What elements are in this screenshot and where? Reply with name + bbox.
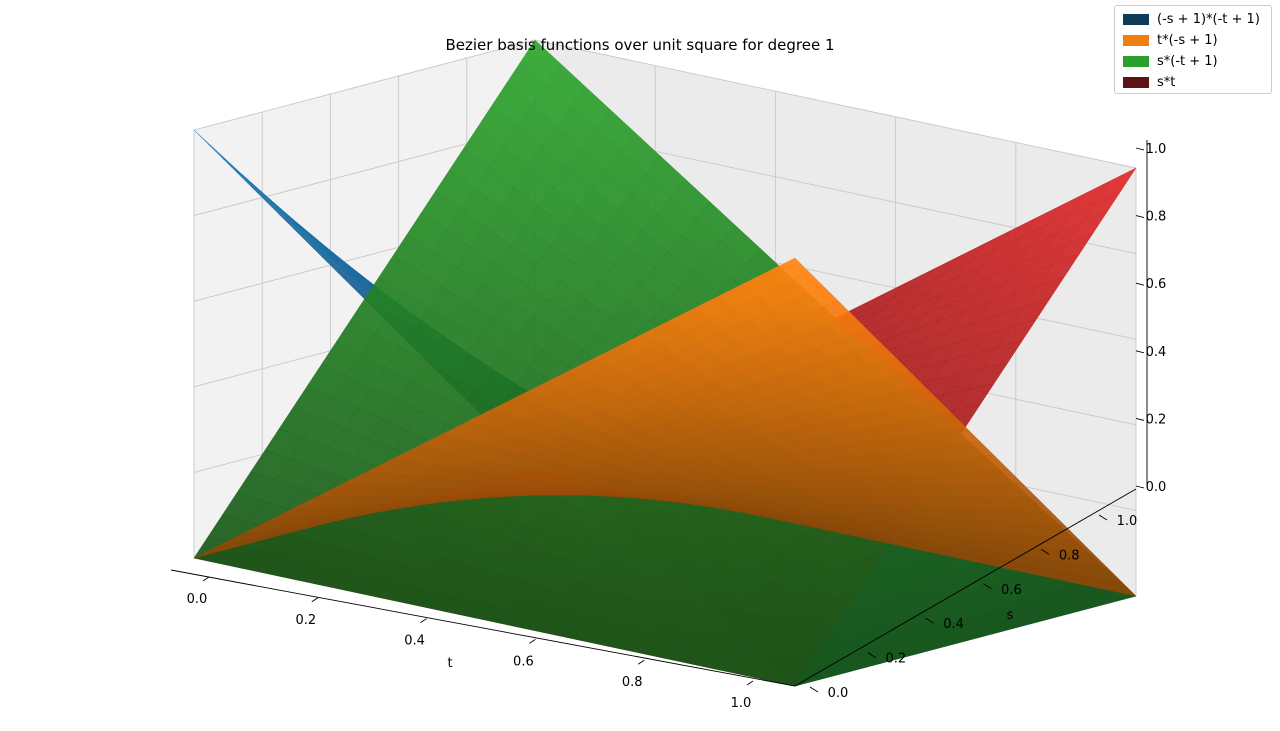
x-axis-label: t xyxy=(447,656,452,671)
y-tick-label: 0.8 xyxy=(1059,548,1080,563)
y-axis-line xyxy=(794,488,1137,687)
surfaces xyxy=(193,39,1137,687)
x-tick-label: 0.2 xyxy=(295,613,316,628)
x-tick-label: 0.4 xyxy=(404,634,425,649)
y-tick-mark xyxy=(925,617,934,624)
x-tick-label: 0.6 xyxy=(513,654,534,669)
axis-lines xyxy=(170,140,1148,687)
y-tick-mark xyxy=(867,652,877,658)
x-axis-line xyxy=(170,569,796,687)
y-tick-mark xyxy=(809,686,819,693)
surface-facet xyxy=(1096,167,1137,202)
z-tick-mark xyxy=(1135,350,1145,354)
z-tick-label: 0.4 xyxy=(1146,345,1167,360)
surface-2 xyxy=(193,257,1137,597)
x-tick-label: 1.0 xyxy=(731,696,752,711)
z-tick-mark xyxy=(1135,485,1145,489)
y-tick-label: 0.0 xyxy=(828,686,849,701)
z-tick-label: 0.2 xyxy=(1146,412,1167,427)
z-tick-label: 0.6 xyxy=(1146,277,1167,292)
tick-labels: 0.0 0.2 0.4 0.6 0.8 1.0 0.0 0.2 0.4 0.6 0.8 1.0 0.0 0… xyxy=(187,142,1167,711)
y-tick-label: 0.2 xyxy=(885,652,906,667)
legend-item-3: s*(-t + 1) xyxy=(1123,52,1218,70)
x-tick-mark xyxy=(529,639,536,644)
y-tick-mark xyxy=(1098,514,1108,521)
y-tick-label: 1.0 xyxy=(1117,514,1138,529)
legend-label-1: (-s + 1)*(-t + 1) xyxy=(1157,11,1260,27)
y-tick-mark xyxy=(1040,549,1050,555)
chart-title: Bezier basis functions over unit square … xyxy=(445,36,834,54)
surface-facet xyxy=(1096,577,1137,597)
y-tick-label: 0.4 xyxy=(943,617,964,632)
legend-item-1: (-s + 1)*(-t + 1) xyxy=(1123,10,1260,28)
x-tick-mark xyxy=(746,680,754,686)
legend-item-2: t*(-s + 1) xyxy=(1123,31,1218,49)
legend-swatch-3 xyxy=(1123,55,1149,67)
legend-label-4: s*t xyxy=(1157,74,1176,90)
z-tick-label: 1.0 xyxy=(1146,142,1167,157)
x-tick-label: 0.0 xyxy=(187,592,208,607)
legend: (-s + 1)*(-t + 1) t*(-s + 1) s*(-t + 1) … xyxy=(1114,5,1272,94)
x-tick-mark xyxy=(420,618,427,623)
legend-label-2: t*(-s + 1) xyxy=(1157,32,1218,48)
z-tick-label: 0.0 xyxy=(1146,480,1167,495)
y-axis-label: s xyxy=(1007,608,1014,623)
legend-label-3: s*(-t + 1) xyxy=(1157,53,1218,69)
z-tick-mark xyxy=(1135,417,1145,421)
x-tick-label: 0.8 xyxy=(622,675,643,690)
y-tick-label: 0.6 xyxy=(1001,583,1022,598)
z-tick-mark xyxy=(1135,147,1145,151)
legend-item-4: s*t xyxy=(1123,73,1175,91)
z-tick-label: 0.8 xyxy=(1146,210,1167,225)
legend-swatch-4 xyxy=(1123,76,1149,88)
z-tick-mark xyxy=(1135,215,1145,219)
x-tick-mark xyxy=(637,659,645,665)
legend-swatch-2 xyxy=(1123,34,1149,46)
x-tick-mark xyxy=(202,576,210,582)
z-tick-mark xyxy=(1135,282,1145,286)
x-tick-mark xyxy=(311,597,319,603)
y-tick-mark xyxy=(983,583,992,590)
legend-swatch-1 xyxy=(1123,13,1149,25)
